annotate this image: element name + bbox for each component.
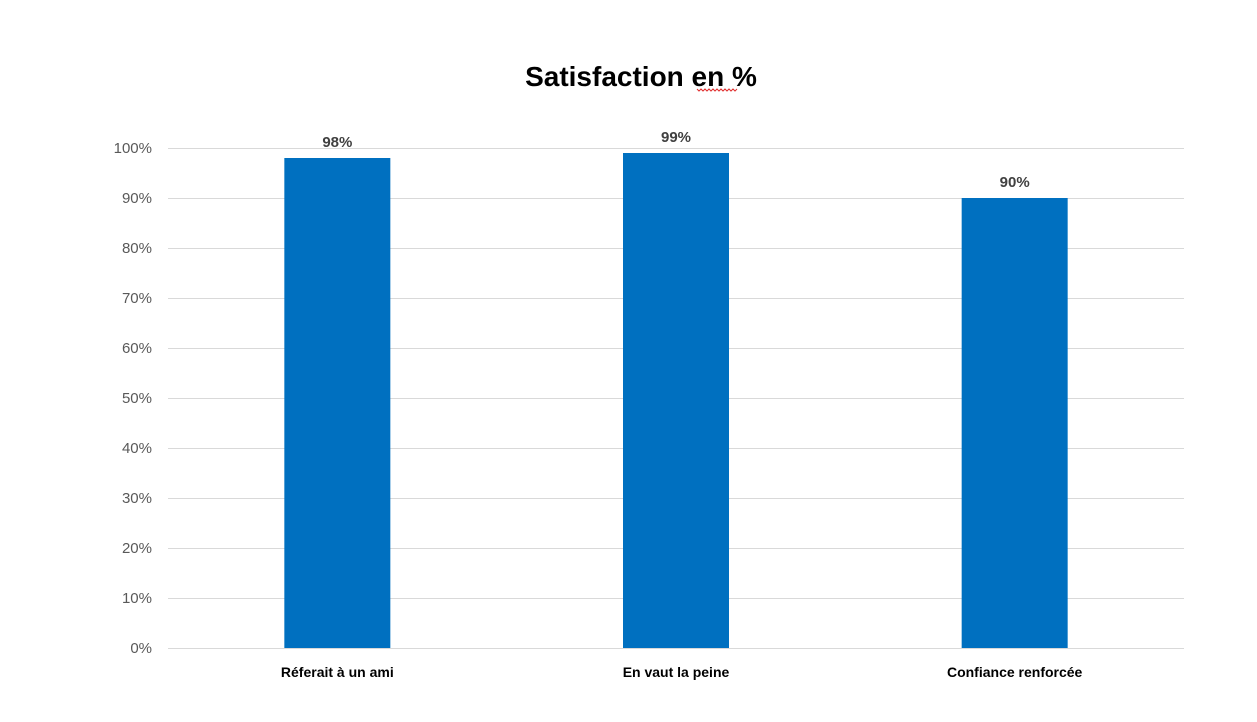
y-tick-label: 0% [130,640,152,657]
bars [284,153,1068,648]
data-labels: 98% 99% 90% [322,129,1029,191]
x-category-label: Réferait à un ami [281,664,394,680]
bar [961,198,1068,648]
data-label: 90% [1000,174,1030,191]
y-tick-label: 40% [122,440,152,457]
y-tick-label: 90% [122,190,152,207]
y-tick-label: 60% [122,340,152,357]
y-tick-label: 50% [122,390,152,407]
chart-title: Satisfaction en % [525,61,757,92]
spellcheck-underline [696,88,738,92]
data-label: 99% [661,129,691,146]
x-axis-category-labels: Réferait à un ami En vaut la peine Confian… [281,664,1083,680]
y-axis-tick-labels: 0% 10% 20% 30% 40% 50% 60% 70% 80% 90% 100% [114,140,152,657]
y-tick-label: 30% [122,490,152,507]
y-tick-label: 10% [122,590,152,607]
bar [623,153,729,648]
bar [284,158,391,648]
x-category-label: Confiance renforcée [947,664,1083,680]
x-category-label: En vaut la peine [623,664,730,680]
y-tick-label: 70% [122,290,152,307]
y-tick-label: 20% [122,540,152,557]
data-label: 98% [322,134,352,151]
y-tick-label: 80% [122,240,152,257]
y-tick-label: 100% [114,140,152,157]
